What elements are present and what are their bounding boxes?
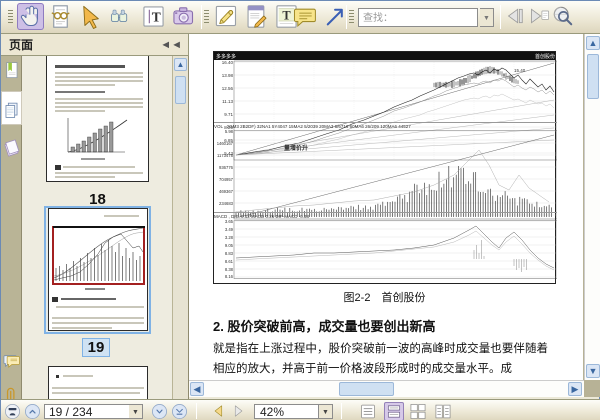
- svg-text:234683: 234683: [219, 201, 234, 206]
- svg-text:936776: 936776: [219, 165, 234, 170]
- svg-text:704957: 704957: [219, 177, 234, 182]
- svg-text:11.13: 11.13: [222, 99, 233, 104]
- svg-text:T: T: [282, 8, 291, 22]
- svg-text:3.28: 3.28: [225, 235, 234, 240]
- svg-text:9.71: 9.71: [224, 112, 233, 117]
- svg-text:8.61: 8.61: [225, 259, 234, 264]
- svg-text:3.49: 3.49: [225, 227, 234, 232]
- svg-text:8.16: 8.16: [225, 274, 234, 279]
- svg-text:1460167: 1460167: [217, 141, 234, 146]
- svg-text:T: T: [152, 10, 161, 25]
- svg-text:量增价升: 量增价升: [284, 144, 308, 152]
- svg-text:12.56: 12.56: [222, 86, 234, 91]
- svg-text:469367: 469367: [219, 189, 234, 194]
- svg-text:1173478: 1173478: [217, 153, 234, 158]
- svg-text:3.65: 3.65: [225, 220, 234, 224]
- svg-text:8.38: 8.38: [225, 267, 234, 272]
- svg-text:9.05: 9.05: [225, 243, 234, 248]
- svg-text:8.83: 8.83: [225, 251, 234, 256]
- svg-text:16.40: 16.40: [222, 60, 234, 65]
- svg-text:15.40: 15.40: [514, 68, 526, 73]
- svg-text:13.98: 13.98: [222, 73, 234, 78]
- svg-text:5.98: 5.98: [225, 130, 234, 134]
